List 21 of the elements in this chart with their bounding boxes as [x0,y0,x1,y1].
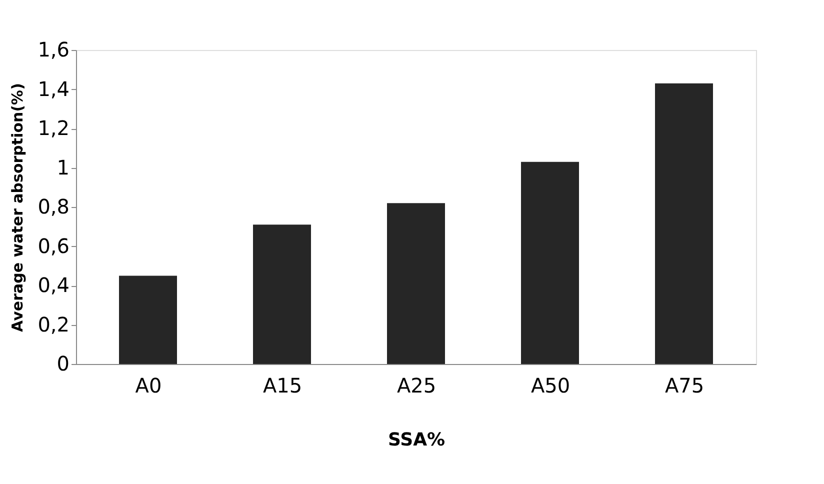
bar [521,162,579,364]
y-tick-label: 0,4 [38,273,70,297]
y-axis-title: Average water absorption(%) [8,83,27,332]
x-tick-label: A25 [396,374,436,398]
bar [119,276,177,364]
y-tick-label: 1,2 [38,116,70,140]
y-tick-label: 1 [56,155,70,180]
x-tick-label: A15 [262,374,302,398]
x-tick-label: A0 [135,374,162,398]
y-tick-label: 0,8 [38,194,70,218]
bar [387,203,445,364]
bar [253,224,311,364]
y-tick-label: 1,6 [38,38,70,62]
y-tick-label: 0,2 [38,312,70,336]
x-axis-title: SSA% [388,430,446,450]
x-tick-label: A50 [530,374,570,398]
y-tick-label: 0,6 [38,234,70,258]
y-tick-label: 1,4 [38,76,70,101]
x-tick-label: A75 [664,374,704,398]
bar [655,83,713,364]
y-tick-label: 0 [56,352,70,376]
